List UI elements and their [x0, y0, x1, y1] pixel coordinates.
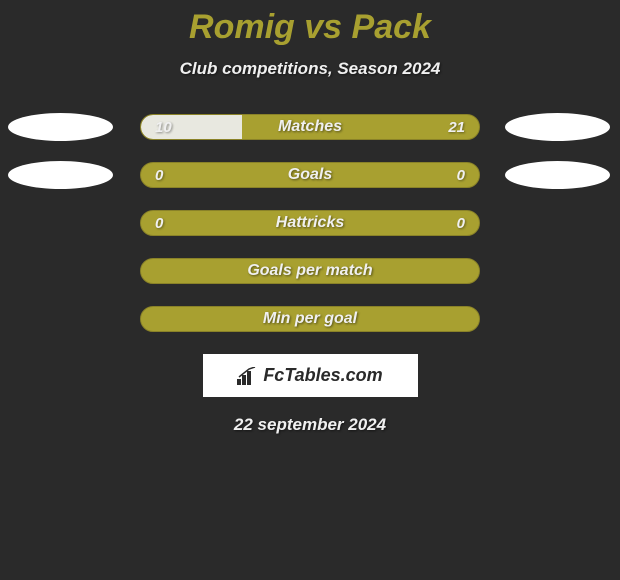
- logo-text: FcTables.com: [237, 365, 382, 386]
- stat-row: 0 Goals 0: [0, 162, 620, 188]
- stat-left-value: 10: [155, 119, 172, 136]
- page-title: Romig vs Pack: [0, 8, 620, 47]
- comparison-widget: Romig vs Pack Club competitions, Season …: [0, 0, 620, 435]
- stat-bar: 0 Goals 0: [140, 162, 480, 188]
- stat-label: Matches: [278, 118, 342, 136]
- stat-row: Goals per match: [0, 258, 620, 284]
- date-text: 22 september 2024: [0, 415, 620, 435]
- stat-right-value: 21: [448, 119, 465, 136]
- stat-label: Goals: [288, 166, 332, 184]
- stat-row: Min per goal: [0, 306, 620, 332]
- stat-bar: 10 Matches 21: [140, 114, 480, 140]
- chart-icon: [237, 367, 259, 385]
- stats-container: 10 Matches 21 0 Goals 0 0 Hattricks 0 Goals per m…: [0, 114, 620, 332]
- stat-left-value: 0: [155, 167, 163, 184]
- logo-box[interactable]: FcTables.com: [203, 354, 418, 397]
- logo-label: FcTables.com: [263, 365, 382, 386]
- stat-label: Goals per match: [247, 262, 372, 280]
- page-subtitle: Club competitions, Season 2024: [0, 59, 620, 79]
- avatar-left: [8, 113, 113, 141]
- stat-bar: Min per goal: [140, 306, 480, 332]
- stat-label: Min per goal: [263, 310, 357, 328]
- avatar-left: [8, 161, 113, 189]
- stat-label: Hattricks: [276, 214, 344, 232]
- stat-right-value: 0: [457, 167, 465, 184]
- stat-left-value: 0: [155, 215, 163, 232]
- stat-bar: Goals per match: [140, 258, 480, 284]
- avatar-right: [505, 113, 610, 141]
- stat-bar: 0 Hattricks 0: [140, 210, 480, 236]
- stat-right-value: 0: [457, 215, 465, 232]
- stat-row: 0 Hattricks 0: [0, 210, 620, 236]
- stat-row: 10 Matches 21: [0, 114, 620, 140]
- avatar-right: [505, 161, 610, 189]
